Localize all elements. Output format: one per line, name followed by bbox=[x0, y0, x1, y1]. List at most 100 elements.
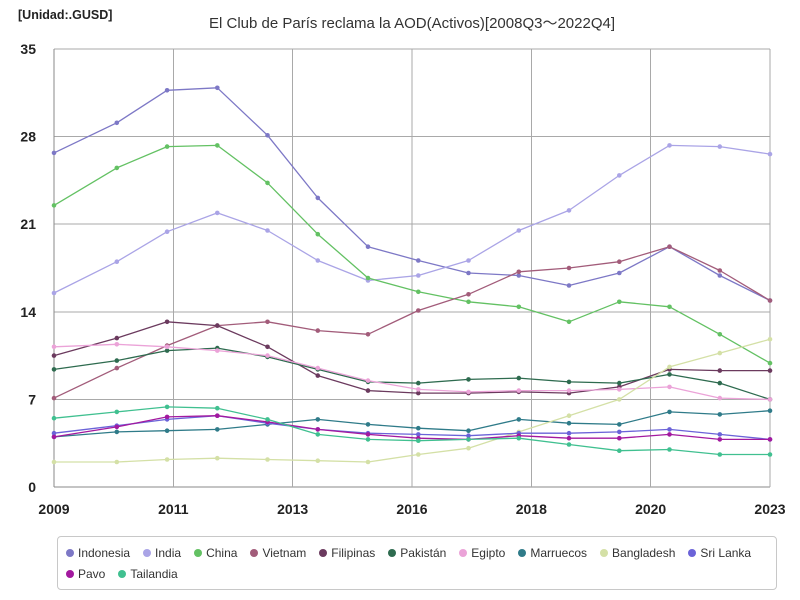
data-point-filipinas-13 bbox=[717, 368, 723, 373]
data-point-marruecos-12 bbox=[667, 409, 672, 415]
legend-item-pakistan: Pakistán bbox=[388, 546, 446, 560]
data-point-vietnam-9 bbox=[516, 269, 522, 275]
y-tick-label: 14 bbox=[20, 304, 36, 320]
data-point-pavo-3 bbox=[215, 413, 220, 419]
legend-label-pavo: Pavo bbox=[78, 566, 106, 581]
data-point-indonesia-9 bbox=[516, 273, 522, 278]
data-point-vietnam-12 bbox=[667, 244, 672, 249]
data-point-tailandia-5 bbox=[315, 432, 321, 437]
data-point-egipto-9 bbox=[516, 388, 522, 393]
series-egipto bbox=[51, 342, 773, 402]
data-point-filipinas-14 bbox=[767, 368, 773, 373]
data-point-china-13 bbox=[717, 332, 723, 337]
data-point-egipto-13 bbox=[717, 395, 723, 401]
x-axis-labels: 2009 2011 2013 2016 2018 2020 2023 bbox=[38, 501, 785, 517]
legend-label-china: China bbox=[206, 545, 238, 560]
data-point-egipto-8 bbox=[466, 389, 471, 395]
legend-marker-filipinas bbox=[319, 548, 328, 557]
data-point-filipinas-0 bbox=[51, 353, 57, 358]
data-point-bangladesh-11 bbox=[617, 397, 622, 402]
data-point-tailandia-0 bbox=[51, 415, 57, 421]
data-point-bangladesh-4 bbox=[265, 457, 270, 462]
data-point-marruecos-8 bbox=[466, 428, 471, 434]
y-tick-label: 35 bbox=[20, 41, 36, 57]
legend-item-marruecos: Marruecos bbox=[518, 546, 587, 560]
data-point-pavo-13 bbox=[717, 437, 723, 442]
data-point-pakistan-1 bbox=[114, 358, 120, 363]
data-point-egipto-2 bbox=[164, 344, 170, 350]
data-point-filipinas-2 bbox=[164, 319, 170, 325]
data-point-indonesia-5 bbox=[315, 195, 321, 201]
data-point-tailandia-4 bbox=[265, 417, 270, 422]
data-point-bangladesh-8 bbox=[466, 445, 471, 451]
legend-row: Pavo Tailandia bbox=[66, 563, 768, 584]
data-point-china-9 bbox=[516, 304, 522, 310]
data-point-bangladesh-10 bbox=[566, 413, 572, 419]
data-point-egipto-6 bbox=[365, 378, 371, 383]
data-point-india-8 bbox=[466, 258, 471, 263]
data-point-pakistan-9 bbox=[516, 375, 522, 381]
data-point-china-3 bbox=[215, 143, 220, 148]
legend-label-marruecos: Marruecos bbox=[530, 545, 588, 560]
data-point-indonesia-10 bbox=[566, 283, 572, 288]
data-point-vietnam-4 bbox=[265, 319, 270, 325]
legend-label-egipto: Egipto bbox=[471, 545, 506, 560]
data-point-india-4 bbox=[265, 228, 270, 233]
data-point-egipto-10 bbox=[566, 388, 572, 393]
data-point-vietnam-13 bbox=[717, 268, 723, 273]
data-point-bangladesh-14 bbox=[767, 337, 773, 342]
y-tick-label: 28 bbox=[20, 129, 36, 145]
data-point-india-12 bbox=[667, 143, 672, 148]
data-point-vietnam-1 bbox=[114, 365, 120, 371]
data-point-egipto-11 bbox=[617, 387, 622, 392]
data-point-pakistan-11 bbox=[617, 380, 622, 386]
data-point-pavo-10 bbox=[566, 435, 572, 441]
legend-marker-vietnam bbox=[250, 548, 259, 557]
series-china bbox=[51, 143, 773, 366]
line-chart: 0 7 14 21 28 35 2009 2011 2013 2016 2018 2020 2023 bbox=[20, 41, 785, 517]
data-point-marruecos-14 bbox=[767, 408, 773, 414]
data-point-pakistan-0 bbox=[51, 367, 57, 372]
data-point-sri-lanka-8 bbox=[466, 433, 471, 439]
data-point-tailandia-7 bbox=[416, 438, 421, 444]
data-point-indonesia-13 bbox=[717, 273, 723, 278]
data-point-bangladesh-2 bbox=[164, 457, 170, 462]
data-point-vietnam-10 bbox=[566, 265, 572, 271]
legend-label-bangladesh: Bangladesh bbox=[612, 545, 676, 560]
data-point-china-12 bbox=[667, 304, 672, 310]
data-point-filipinas-1 bbox=[114, 335, 120, 341]
legend-label-tailandia: Tailandia bbox=[130, 566, 178, 581]
data-point-india-3 bbox=[215, 210, 220, 216]
data-point-egipto-4 bbox=[265, 353, 270, 358]
data-point-vietnam-14 bbox=[767, 298, 773, 303]
data-point-tailandia-14 bbox=[767, 452, 773, 457]
data-point-filipinas-5 bbox=[315, 373, 321, 378]
data-point-tailandia-9 bbox=[516, 435, 522, 441]
data-point-pavo-14 bbox=[767, 437, 773, 442]
data-point-india-1 bbox=[114, 259, 120, 265]
legend-item-pavo: Pavo bbox=[66, 567, 105, 581]
legend-item-indonesia: Indonesia bbox=[66, 546, 130, 560]
data-point-bangladesh-13 bbox=[717, 350, 723, 356]
legend-item-egipto: Egipto bbox=[459, 546, 505, 560]
legend-label-vietnam: Vietnam bbox=[262, 545, 307, 560]
data-point-tailandia-8 bbox=[466, 437, 471, 442]
data-point-marruecos-2 bbox=[164, 428, 170, 434]
data-point-marruecos-9 bbox=[516, 417, 522, 422]
legend-row: Indonesia India China Vietnam Filipinas Pakis… bbox=[66, 542, 768, 563]
data-point-india-2 bbox=[164, 229, 170, 234]
series-group bbox=[51, 85, 773, 465]
data-point-pavo-0 bbox=[51, 434, 57, 440]
data-point-china-8 bbox=[466, 299, 471, 305]
data-point-sri-lanka-0 bbox=[51, 430, 57, 436]
x-tick-label: 2023 bbox=[754, 501, 785, 517]
legend-marker-pavo bbox=[66, 569, 74, 578]
data-point-vietnam-7 bbox=[416, 308, 421, 313]
data-point-indonesia-2 bbox=[164, 88, 170, 93]
data-point-marruecos-5 bbox=[315, 417, 321, 422]
legend-item-bangladesh: Bangladesh bbox=[600, 546, 675, 560]
legend-label-indonesia: Indonesia bbox=[78, 545, 131, 560]
data-point-egipto-0 bbox=[51, 344, 57, 350]
data-point-india-10 bbox=[566, 208, 572, 213]
legend-marker-pakistan bbox=[388, 548, 397, 557]
